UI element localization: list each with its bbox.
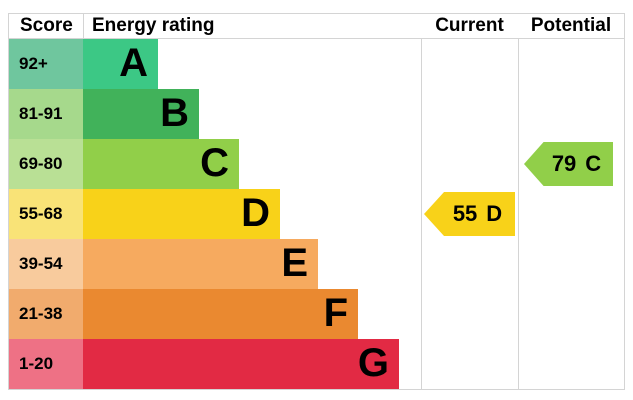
potential-column-divider (518, 14, 519, 389)
band-row-b: 81-91 B (9, 89, 421, 139)
potential-rating-value: 79 (551, 151, 577, 176)
band-bar: D (83, 189, 280, 239)
band-score-range: 1-20 (9, 339, 83, 389)
header-energy-rating: Energy rating (92, 15, 215, 36)
band-bar: C (83, 139, 239, 189)
epc-chart-table: Score Energy rating Current Potential 92… (8, 13, 625, 390)
band-bar: A (83, 39, 158, 89)
band-bar: B (83, 89, 199, 139)
band-row-e: 39-54 E (9, 239, 421, 289)
potential-rating-arrow: 79 C (524, 142, 613, 186)
band-rows: 92+ A 81-91 B 69-80 C 55-68 D 39-54 E 21… (9, 39, 421, 389)
band-score-range: 81-91 (9, 89, 83, 139)
band-score-range: 55-68 (9, 189, 83, 239)
band-row-c: 69-80 C (9, 139, 421, 189)
band-score-range: 92+ (9, 39, 83, 89)
potential-rating-grade: C (585, 151, 602, 176)
header-current: Current (435, 15, 504, 36)
current-column-divider (421, 14, 422, 389)
header-score: Score (9, 14, 84, 39)
current-rating-value: 55 (452, 201, 478, 226)
band-row-g: 1-20 G (9, 339, 421, 389)
band-score-range: 39-54 (9, 239, 83, 289)
current-rating-grade: D (486, 201, 503, 226)
band-score-range: 21-38 (9, 289, 83, 339)
band-score-range: 69-80 (9, 139, 83, 189)
current-rating-arrow: 55 D (424, 192, 515, 236)
band-row-f: 21-38 F (9, 289, 421, 339)
band-bar: E (83, 239, 318, 289)
band-bar: F (83, 289, 358, 339)
band-row-d: 55-68 D (9, 189, 421, 239)
chart-header-row: Score Energy rating Current Potential (9, 14, 624, 39)
band-bar: G (83, 339, 399, 389)
header-potential: Potential (530, 15, 612, 36)
band-row-a: 92+ A (9, 39, 421, 89)
